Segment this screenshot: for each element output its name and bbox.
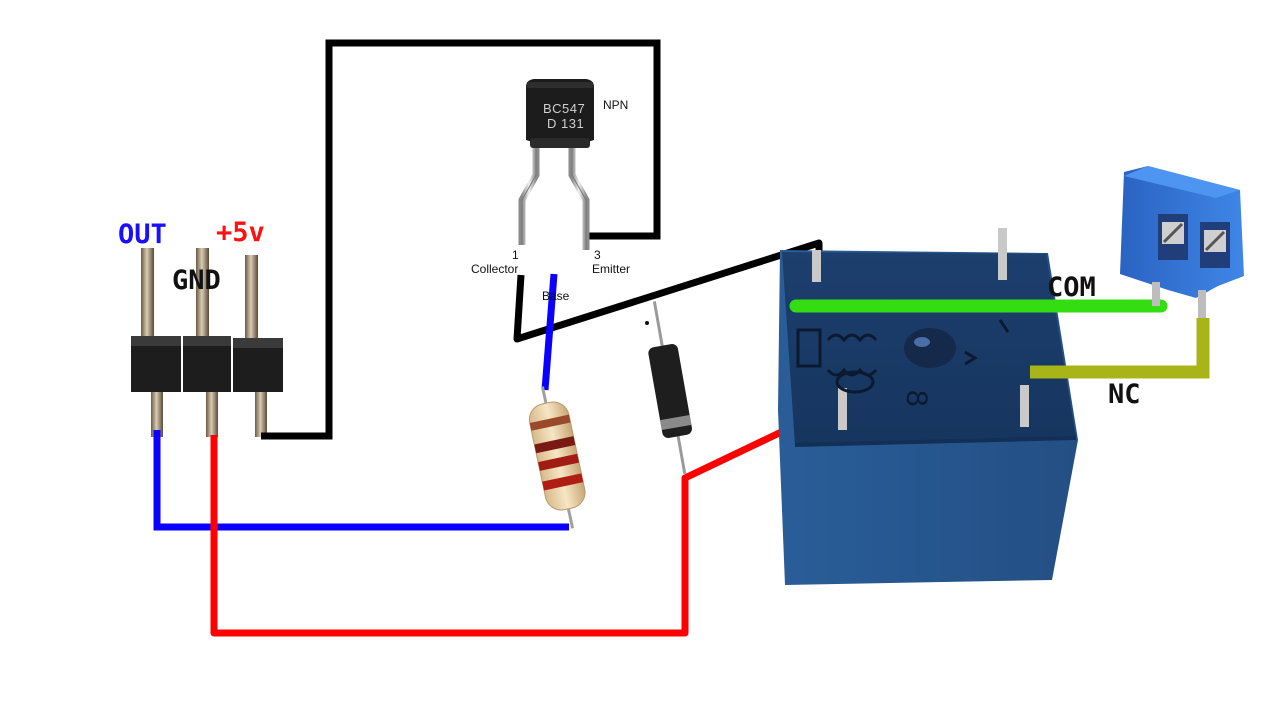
- nc-label: NC: [1108, 379, 1141, 410]
- com-label: COM: [1047, 272, 1096, 303]
- power-wire: [210, 398, 846, 637]
- vcc-pin-label: +5v: [216, 217, 265, 248]
- out-pin-label: OUT: [118, 219, 167, 250]
- base-wire: [541, 273, 558, 391]
- collector-label: Collector: [471, 262, 518, 276]
- transistor-marking-2: D 131: [547, 116, 584, 131]
- gnd-pin-label: GND: [172, 265, 221, 296]
- transistor-marking-1: BC547: [543, 101, 585, 116]
- base-label: Base: [542, 289, 570, 303]
- ground-wire: [261, 39, 661, 440]
- resistor-icon: [528, 386, 586, 529]
- header-pins-icon: [131, 248, 283, 437]
- transistor-icon: [518, 79, 594, 270]
- collector-number: 1: [512, 248, 519, 262]
- transistor-type-label: NPN: [603, 98, 628, 112]
- nc-wire: [1030, 318, 1210, 379]
- diode-icon: [648, 301, 692, 474]
- relay-marking: 8: [900, 390, 933, 407]
- signal-wire: [153, 430, 569, 531]
- terminal-block-icon: [1120, 166, 1244, 318]
- diode-marker: [645, 321, 649, 325]
- emitter-label: Emitter: [592, 262, 630, 276]
- emitter-number: 3: [594, 248, 601, 262]
